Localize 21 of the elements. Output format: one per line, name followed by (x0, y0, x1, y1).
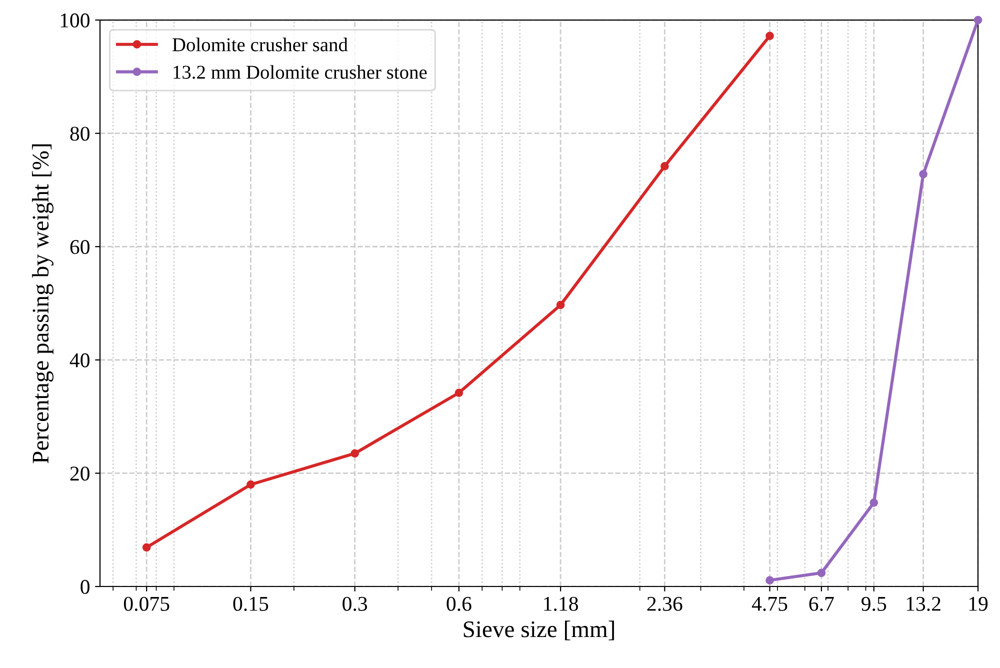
legend-label: 13.2 mm Dolomite crusher stone (174, 65, 427, 79)
x-tick-label: 13.2 (906, 596, 940, 611)
x-tick-label: 2.36 (647, 596, 682, 611)
x-tick-label: 1.18 (544, 596, 578, 611)
y-tick-label: 100 (60, 13, 90, 28)
y-axis-title: Percentage passing by weight [%] (32, 144, 54, 464)
y-tick-label: 80 (70, 126, 90, 141)
x-tick-label: 0.15 (233, 596, 268, 611)
x-tick-label: 4.75 (752, 596, 788, 611)
x-tick-label: 6.7 (809, 596, 834, 611)
y-tick-label: 60 (70, 240, 90, 254)
legend-label: Dolomite crusher sand (172, 38, 348, 52)
x-tick-label: 0.075 (124, 596, 170, 611)
y-tick-label: 20 (70, 466, 90, 481)
y-tick-label: 0 (80, 580, 90, 594)
x-axis-title: Sieve size [mm] (464, 620, 614, 640)
x-tick-label: 0.6 (446, 596, 472, 611)
x-tick-label: 0.3 (342, 596, 368, 611)
x-tick-label: 9.5 (862, 596, 886, 611)
x-tick-label: 19 (969, 596, 988, 611)
y-tick-label: 40 (70, 353, 90, 368)
